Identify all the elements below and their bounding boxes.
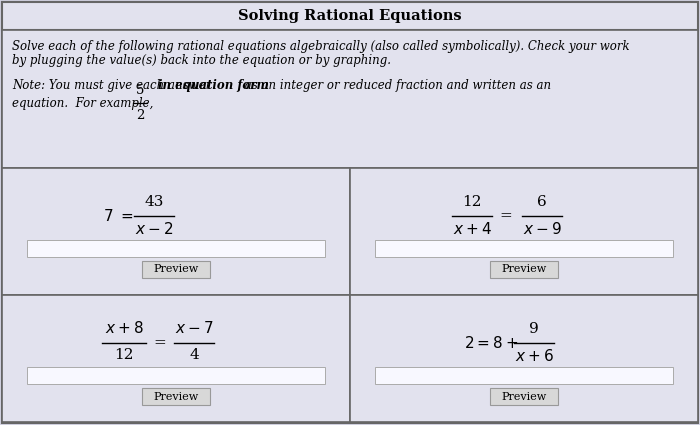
Text: Preview: Preview [501,264,547,275]
Bar [27,367,325,384]
Text: as an integer or reduced fraction and written as an: as an integer or reduced fraction and wr… [241,79,551,91]
Bar [142,388,210,405]
Text: $2 = 8+$: $2 = 8+$ [464,335,518,351]
Text: $x+4$: $x+4$ [452,221,491,237]
Text: $7\ =$: $7\ =$ [103,208,134,224]
Bar [490,261,558,278]
Text: 12: 12 [114,348,134,362]
Text: Solve each of the following rational equations algebraically (also called symbol: Solve each of the following rational equ… [12,40,629,53]
Text: equation.  For example,: equation. For example, [12,96,157,110]
Bar [490,388,558,405]
Text: =: = [500,209,512,223]
Text: 9: 9 [529,322,539,336]
Text: 5: 5 [136,84,144,97]
Bar [27,240,325,257]
Text: =: = [153,336,167,350]
Bar [2,2,698,30]
Text: $x-9$: $x-9$ [523,221,561,237]
Text: 2: 2 [136,109,144,122]
Text: Preview: Preview [501,391,547,402]
Bar [350,295,698,422]
Text: 43: 43 [144,195,164,209]
Bar [375,240,673,257]
Text: $x-2$: $x-2$ [135,221,173,237]
Text: Solving Rational Equations: Solving Rational Equations [238,9,462,23]
Text: 6: 6 [537,195,547,209]
Bar [142,261,210,278]
Text: $x+8$: $x+8$ [104,320,144,336]
Text: by plugging the value(s) back into the equation or by graphing.: by plugging the value(s) back into the e… [12,54,391,66]
Bar [2,295,350,422]
Text: 12: 12 [462,195,482,209]
Text: $x+6$: $x+6$ [514,348,554,364]
Text: Note: You must give each answer: Note: You must give each answer [12,79,215,91]
Text: $x-7$: $x-7$ [175,320,214,336]
Text: 4: 4 [189,348,199,362]
Bar [2,30,698,168]
Text: in equation form: in equation form [158,79,269,91]
Text: Preview: Preview [153,391,199,402]
Bar [350,168,698,295]
Text: Preview: Preview [153,264,199,275]
Bar [2,168,350,295]
Bar [375,367,673,384]
